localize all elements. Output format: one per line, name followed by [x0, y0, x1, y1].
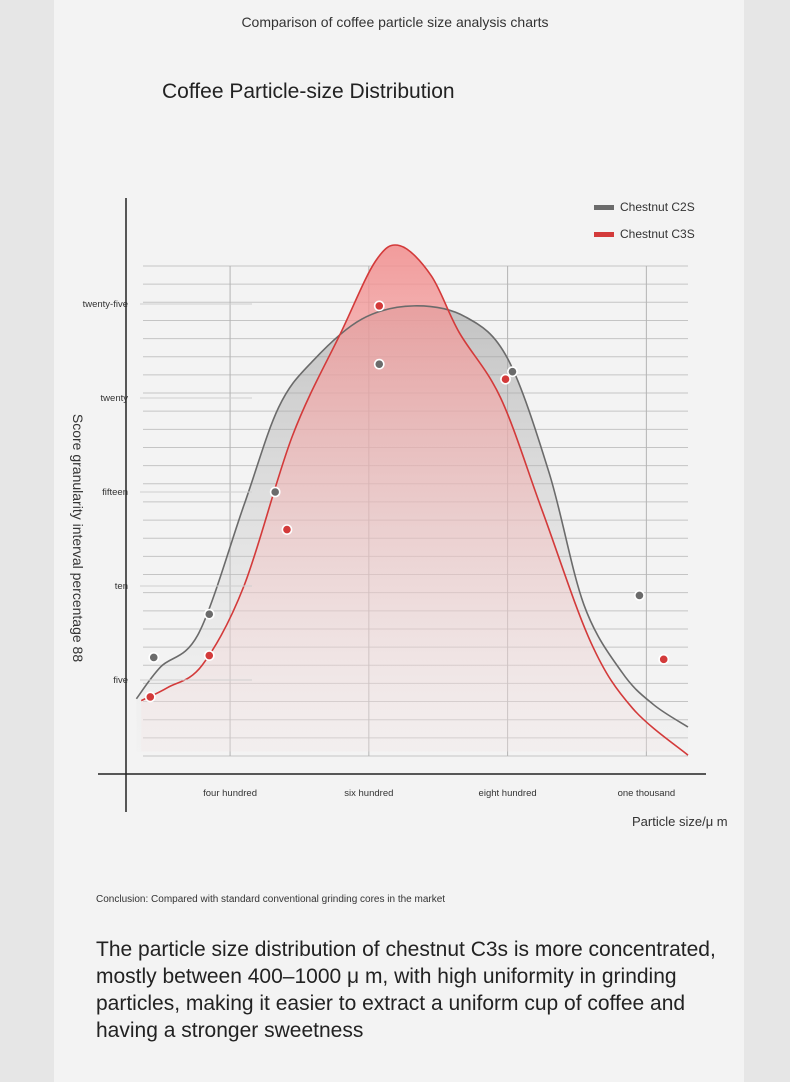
series-markers — [144, 300, 670, 703]
x-axis-label: Particle size/μ m — [632, 814, 728, 829]
data-point — [148, 652, 160, 663]
data-point — [144, 691, 156, 703]
data-point — [203, 608, 215, 620]
tick-labels: four hundred six hundred eight hundred one … — [83, 299, 676, 799]
data-point — [203, 650, 215, 661]
y-axis-label: Score granularity interval percentage 88 — [70, 414, 86, 662]
series-line-2 — [140, 244, 689, 756]
data-point — [658, 653, 670, 665]
data-point — [507, 366, 518, 378]
data-point — [373, 300, 385, 312]
particle-distribution-chart: four hundred six hundred eight hundred one … — [70, 198, 728, 829]
data-point — [634, 590, 645, 601]
x-tick-label: four hundred — [203, 788, 257, 799]
y-tick-label: ten — [115, 581, 128, 592]
conclusion-text: The particle size distribution of chestn… — [96, 938, 716, 1042]
legend-label: Chestnut C2S — [620, 200, 695, 214]
series-area-2 — [141, 244, 689, 756]
x-tick-label: six hundred — [344, 788, 393, 799]
series-lines — [135, 244, 689, 756]
legend-label: Chestnut C3S — [620, 227, 695, 241]
data-point — [500, 373, 511, 385]
legend-swatch — [594, 205, 614, 210]
series-areas — [136, 244, 689, 756]
series-line-1 — [135, 305, 689, 728]
data-point — [269, 486, 281, 498]
y-tick-label: twenty — [101, 393, 129, 404]
legend-swatch — [594, 232, 614, 237]
chart-title: Coffee Particle-size Distribution — [162, 80, 455, 103]
legend: Chestnut C2S Chestnut C3S — [594, 200, 695, 241]
x-tick-label: one thousand — [618, 788, 676, 799]
data-point — [373, 358, 385, 370]
data-point — [281, 524, 293, 535]
page-header: Comparison of coffee particle size analy… — [241, 14, 549, 30]
y-tick-label: five — [113, 675, 128, 686]
y-tick-label: twenty-five — [83, 299, 128, 310]
conclusion-label: Conclusion: Compared with standard conve… — [96, 894, 446, 905]
x-tick-label: eight hundred — [479, 788, 537, 799]
y-tick-label: fifteen — [102, 487, 128, 498]
axes — [98, 198, 706, 812]
